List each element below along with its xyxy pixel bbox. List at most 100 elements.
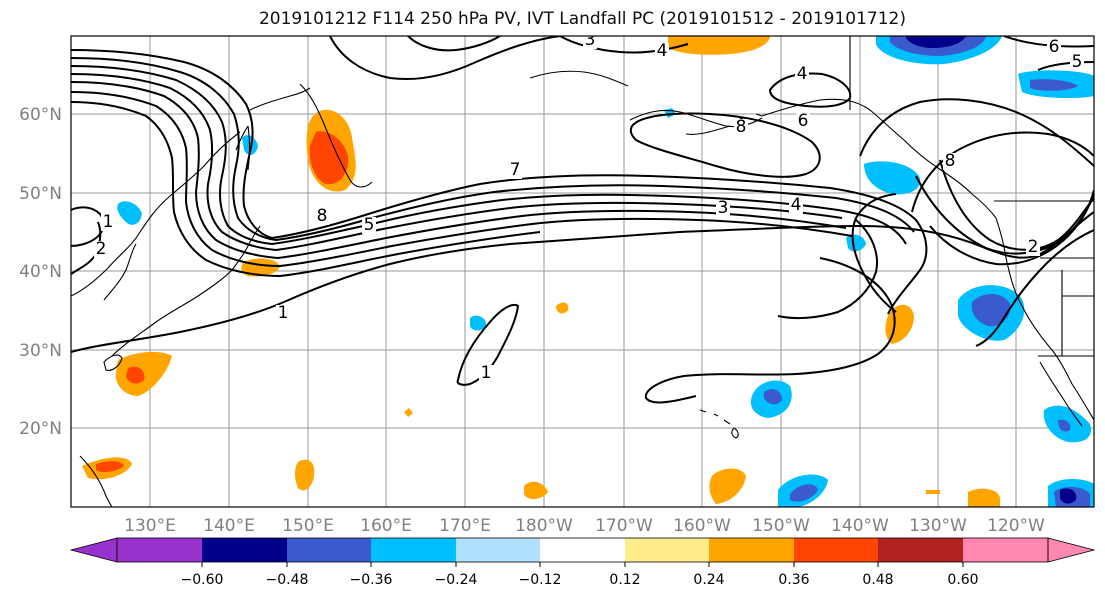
contour-hawaii-loop (456, 304, 520, 386)
contour-label: 8 (945, 151, 956, 171)
colorbar-segment (287, 538, 371, 562)
lon-label: 130°W (909, 516, 967, 536)
contour-label-bg (276, 305, 290, 322)
lon-label: 130°E (124, 516, 176, 536)
colorbar-segment (371, 538, 456, 562)
contour-label-bg (796, 113, 810, 130)
pv-fill-okinawa-core (126, 366, 145, 384)
contour-label: 3 (585, 30, 596, 50)
pv-fill-kamchatka-core (309, 131, 349, 185)
contour-canada-4 (915, 175, 1094, 255)
lon-label: 140°W (831, 516, 889, 536)
contour-pacific-east (777, 219, 878, 320)
contour-label-bg (479, 365, 493, 382)
contour-pacific-loop (851, 193, 897, 313)
coast-kamchatka (299, 83, 373, 188)
colorbar-tick-label: 0.48 (862, 572, 893, 588)
colorbar-segment (456, 538, 540, 562)
lat-label: 50°N (19, 184, 62, 204)
contour-label: 7 (510, 160, 521, 180)
contour-label: 1 (278, 303, 289, 323)
contour-label: 4 (797, 64, 808, 84)
lon-label: 140°E (203, 516, 255, 536)
coast-hawaii (699, 409, 739, 439)
pv-fill-south-145w-core (790, 484, 818, 502)
colorbar-segment (117, 538, 202, 562)
contour-main-2 (71, 57, 915, 242)
pv-fill-southeast-corner-core (1060, 488, 1077, 504)
colorbar-tick-label: 0.60 (947, 572, 978, 588)
contour-label: 1 (481, 363, 492, 383)
contour-label-bg (795, 66, 809, 83)
coast-bc (903, 139, 997, 219)
contour-label-bg (1026, 239, 1040, 256)
contour-lower-arc (644, 257, 896, 404)
pv-fill-gulf-alaska (864, 161, 921, 195)
lat-label: 60°N (19, 105, 62, 125)
contour-label: 6 (798, 111, 809, 131)
contour-label: 5 (364, 215, 375, 235)
colorbar-tick-label: 0.24 (693, 572, 724, 588)
contour-main-4 (71, 73, 843, 252)
lat-label: 30°N (19, 341, 62, 361)
pv-fill-wake (404, 408, 413, 417)
coast-chukotka (529, 70, 629, 87)
colorbar-segment (202, 538, 287, 562)
colorbar-tick-label: 0.12 (609, 572, 640, 588)
lon-label: 170°E (439, 516, 491, 536)
coast-korea (103, 243, 137, 301)
coast-asia-mainland (71, 131, 241, 297)
border-states-1 (1040, 257, 1094, 356)
contour-main-5 (71, 81, 847, 260)
colorbar-arrow-right (1047, 537, 1096, 563)
coast-baja (1039, 361, 1083, 427)
pv-fill-philippines-core (96, 461, 124, 473)
contour-label: 2 (96, 239, 107, 259)
contour-arctic-3 (559, 36, 689, 54)
contour-main-1 (71, 49, 928, 315)
contour-label-bg (583, 36, 597, 49)
colorbar-segment (794, 538, 878, 562)
contour-label: 8 (317, 206, 328, 226)
contour-california-2 (975, 229, 1094, 347)
pv-fill-midway (470, 315, 487, 331)
contour-label-bg (734, 119, 748, 136)
contour-arctic-1 (329, 36, 561, 81)
colorbar-tick-label: −0.12 (519, 572, 562, 588)
colorbar-tick-label: −0.60 (181, 572, 224, 588)
lon-label: 160°E (360, 516, 412, 536)
contour-northeast-1 (1003, 36, 1094, 48)
pv-fill-south-178w (524, 481, 548, 500)
contour-canada-5 (939, 159, 1094, 251)
colorbar-segment (963, 538, 1048, 562)
contour-label-bg (1047, 39, 1061, 56)
pv-fill-arctic-top (668, 36, 770, 55)
pv-contours (71, 36, 1094, 404)
lon-label: 160°W (673, 516, 731, 536)
lon-label: 170°W (595, 516, 653, 536)
pv-fill-south-125w (968, 488, 1000, 507)
pv-fill-japan-north (117, 201, 142, 225)
coast-philippines (79, 455, 113, 507)
longitude-labels: 130°E 140°E 150°E 160°E 170°E 180°W 170°W 160°W… (124, 516, 1045, 536)
contour-main-7 (71, 101, 541, 278)
map-title: 2019101212 F114 250 hPa PV, IVT Landfall… (258, 9, 906, 29)
lon-label: 150°E (282, 516, 334, 536)
contour-label: 3 (718, 198, 729, 218)
pv-fill-hawaii-ne-core (764, 389, 782, 405)
coast-taiwan (103, 354, 123, 371)
map-frame (70, 35, 1095, 508)
colorbar-tick-label: −0.36 (350, 572, 393, 588)
contour-arctic-2 (407, 36, 501, 52)
contour-label: 6 (1049, 37, 1060, 57)
contour-label-bg (943, 153, 957, 170)
pv-fill-south-160w (709, 468, 746, 504)
coast-sakhalin (235, 125, 251, 171)
colorbar-segment (878, 538, 963, 562)
lon-label: 180°W (515, 516, 573, 536)
lon-label: 150°W (752, 516, 810, 536)
colorbar-segment (709, 538, 794, 562)
colorbar-ticks: −0.60 −0.48 −0.36 −0.24 −0.12 0.12 0.24 0.36 0.4… (181, 562, 979, 588)
contour-label-bg (315, 208, 329, 225)
